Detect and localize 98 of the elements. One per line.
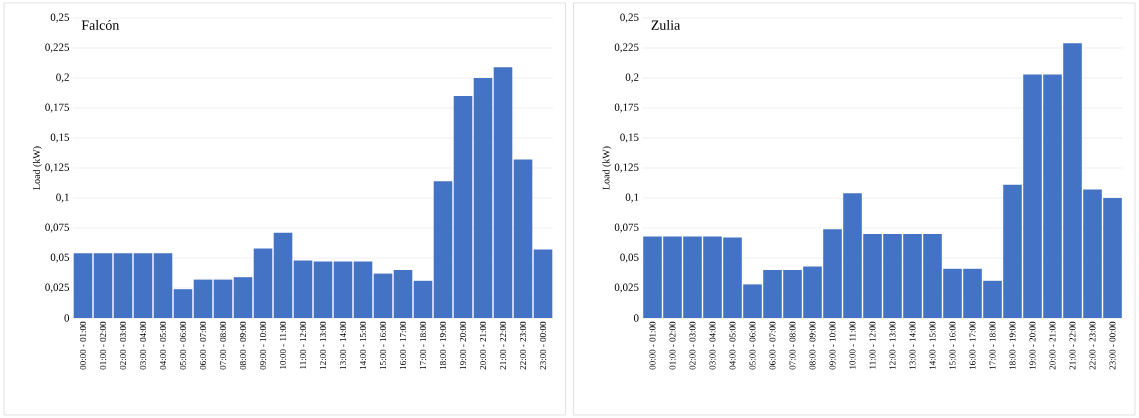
chart-title: Zulia bbox=[651, 20, 681, 30]
bar bbox=[433, 181, 453, 318]
bar bbox=[193, 279, 213, 318]
y-tick-label: 0,2 bbox=[625, 73, 639, 83]
x-tick-label: 18:00 - 19:00 bbox=[1009, 321, 1016, 370]
x-tick-label: 14:00 - 15:00 bbox=[359, 321, 367, 370]
x-tick-label: 01:00 - 02:00 bbox=[99, 321, 107, 370]
bar bbox=[313, 261, 333, 318]
bar bbox=[253, 248, 273, 318]
x-tick-label: 04:00 - 05:00 bbox=[159, 321, 167, 370]
bar bbox=[93, 253, 113, 318]
x-tick-label: 21:00 - 22:00 bbox=[1069, 321, 1076, 370]
bar bbox=[413, 280, 433, 318]
x-tick-label: 15:00 - 16:00 bbox=[379, 321, 387, 370]
y-tick-label: 0,05 bbox=[620, 253, 639, 263]
x-tick-label: 14:00 - 15:00 bbox=[929, 321, 936, 370]
bar bbox=[133, 253, 153, 318]
x-tick-label: 22:00 - 23:00 bbox=[519, 321, 527, 370]
x-tick-label: 02:00 - 03:00 bbox=[689, 321, 696, 370]
x-tick-label: 12:00 - 13:00 bbox=[319, 321, 327, 370]
bar bbox=[293, 260, 313, 318]
x-tick-label: 00:00 - 01:00 bbox=[79, 321, 87, 370]
x-tick-label: 05:00 - 06:00 bbox=[179, 321, 187, 370]
bar bbox=[493, 67, 513, 318]
bar bbox=[233, 277, 253, 318]
y-tick-label: 0 bbox=[64, 314, 70, 322]
y-tick-label: 0,125 bbox=[45, 163, 70, 173]
bar bbox=[373, 273, 393, 318]
x-tick-label: 20:00 - 21:00 bbox=[1049, 321, 1056, 370]
y-tick-label: 0,025 bbox=[614, 283, 639, 293]
x-tick-label: 09:00 - 10:00 bbox=[259, 321, 267, 370]
x-tick-label: 08:00 - 09:00 bbox=[809, 321, 816, 370]
y-tick-label: 0,25 bbox=[620, 13, 639, 23]
x-tick-label: 20:00 - 21:00 bbox=[479, 321, 487, 370]
bar bbox=[513, 159, 533, 318]
x-tick-label: 10:00 - 11:00 bbox=[849, 321, 856, 369]
y-tick-label: 0,175 bbox=[614, 103, 639, 113]
bar bbox=[353, 261, 373, 318]
bar bbox=[153, 253, 173, 318]
y-tick-label: 0,075 bbox=[45, 223, 70, 233]
x-tick-label: 06:00 - 07:00 bbox=[769, 321, 776, 370]
bar bbox=[453, 96, 473, 318]
bar bbox=[213, 279, 233, 318]
y-tick-label: 0,2 bbox=[56, 73, 69, 83]
x-tick-label: 01:00 - 02:00 bbox=[669, 321, 676, 370]
x-tick-label: 08:00 - 09:00 bbox=[239, 321, 247, 370]
y-tick-label: 0,25 bbox=[50, 13, 70, 23]
x-tick-label: 19:00 - 20:00 bbox=[459, 321, 467, 370]
bar bbox=[393, 270, 413, 318]
bar bbox=[113, 253, 133, 318]
y-tick-label: 0,075 bbox=[614, 223, 639, 233]
x-tick-label: 00:00 - 01:00 bbox=[649, 321, 656, 370]
x-tick-label: 09:00 - 10:00 bbox=[829, 321, 836, 370]
x-tick-label: 22:00 - 23:00 bbox=[1089, 321, 1096, 370]
x-tick-label: 03:00 - 04:00 bbox=[139, 321, 147, 370]
y-tick-label: 0,225 bbox=[614, 43, 639, 53]
x-tick-label: 21:00 - 22:00 bbox=[499, 321, 507, 370]
y-tick-label: 0,15 bbox=[620, 133, 639, 143]
x-tick-label: 18:00 - 19:00 bbox=[439, 321, 447, 370]
x-tick-label: 17:00 - 18:00 bbox=[419, 321, 427, 370]
x-tick-label: 16:00 - 17:00 bbox=[399, 321, 407, 370]
y-tick-label: 0,1 bbox=[56, 193, 69, 203]
x-tick-label: 19:00 - 20:00 bbox=[1029, 321, 1036, 370]
x-tick-label: 02:00 - 03:00 bbox=[119, 321, 127, 370]
y-tick-label: 0 bbox=[633, 314, 639, 322]
y-tick-label: 0,1 bbox=[625, 193, 639, 203]
y-tick-label: 0,025 bbox=[45, 283, 70, 293]
y-tick-label: 0,15 bbox=[50, 133, 70, 143]
bar bbox=[273, 232, 293, 318]
x-tick-label: 16:00 - 17:00 bbox=[969, 321, 976, 370]
x-tick-label: 17:00 - 18:00 bbox=[989, 321, 996, 370]
x-tick-label: 04:00 - 05:00 bbox=[729, 321, 736, 370]
bar bbox=[73, 253, 93, 318]
x-tick-label: 07:00 - 08:00 bbox=[789, 321, 796, 370]
x-tick-label: 06:00 - 07:00 bbox=[199, 321, 207, 370]
bar bbox=[333, 261, 353, 318]
y-tick-label: 0,05 bbox=[50, 253, 70, 263]
x-tick-label: 15:00 - 16:00 bbox=[949, 321, 956, 370]
x-tick-label: 23:00 - 00:00 bbox=[1109, 321, 1116, 370]
y-axis-title: Load (kW) bbox=[32, 146, 42, 190]
x-tick-label: 10:00 - 11:00 bbox=[279, 321, 287, 369]
x-tick-label: 11:00 - 12:00 bbox=[299, 321, 307, 369]
chart-title: Falcón bbox=[81, 20, 120, 30]
y-tick-label: 0,125 bbox=[614, 163, 639, 173]
x-tick-label: 12:00 - 13:00 bbox=[889, 321, 896, 370]
x-tick-label: 07:00 - 08:00 bbox=[219, 321, 227, 370]
x-tick-label: 23:00 - 00:00 bbox=[539, 321, 547, 370]
x-tick-label: 11:00 - 12:00 bbox=[869, 321, 876, 369]
bar bbox=[533, 249, 553, 318]
x-tick-label: 03:00 - 04:00 bbox=[709, 321, 716, 370]
y-tick-label: 0,225 bbox=[45, 43, 70, 53]
bar bbox=[473, 78, 493, 318]
x-tick-label: 13:00 - 14:00 bbox=[909, 321, 916, 370]
x-tick-label: 05:00 - 06:00 bbox=[749, 321, 756, 370]
y-tick-label: 0,175 bbox=[45, 103, 70, 113]
y-axis-title: Load (kW) bbox=[602, 146, 612, 190]
x-tick-label: 13:00 - 14:00 bbox=[339, 321, 347, 370]
bar bbox=[173, 289, 193, 318]
